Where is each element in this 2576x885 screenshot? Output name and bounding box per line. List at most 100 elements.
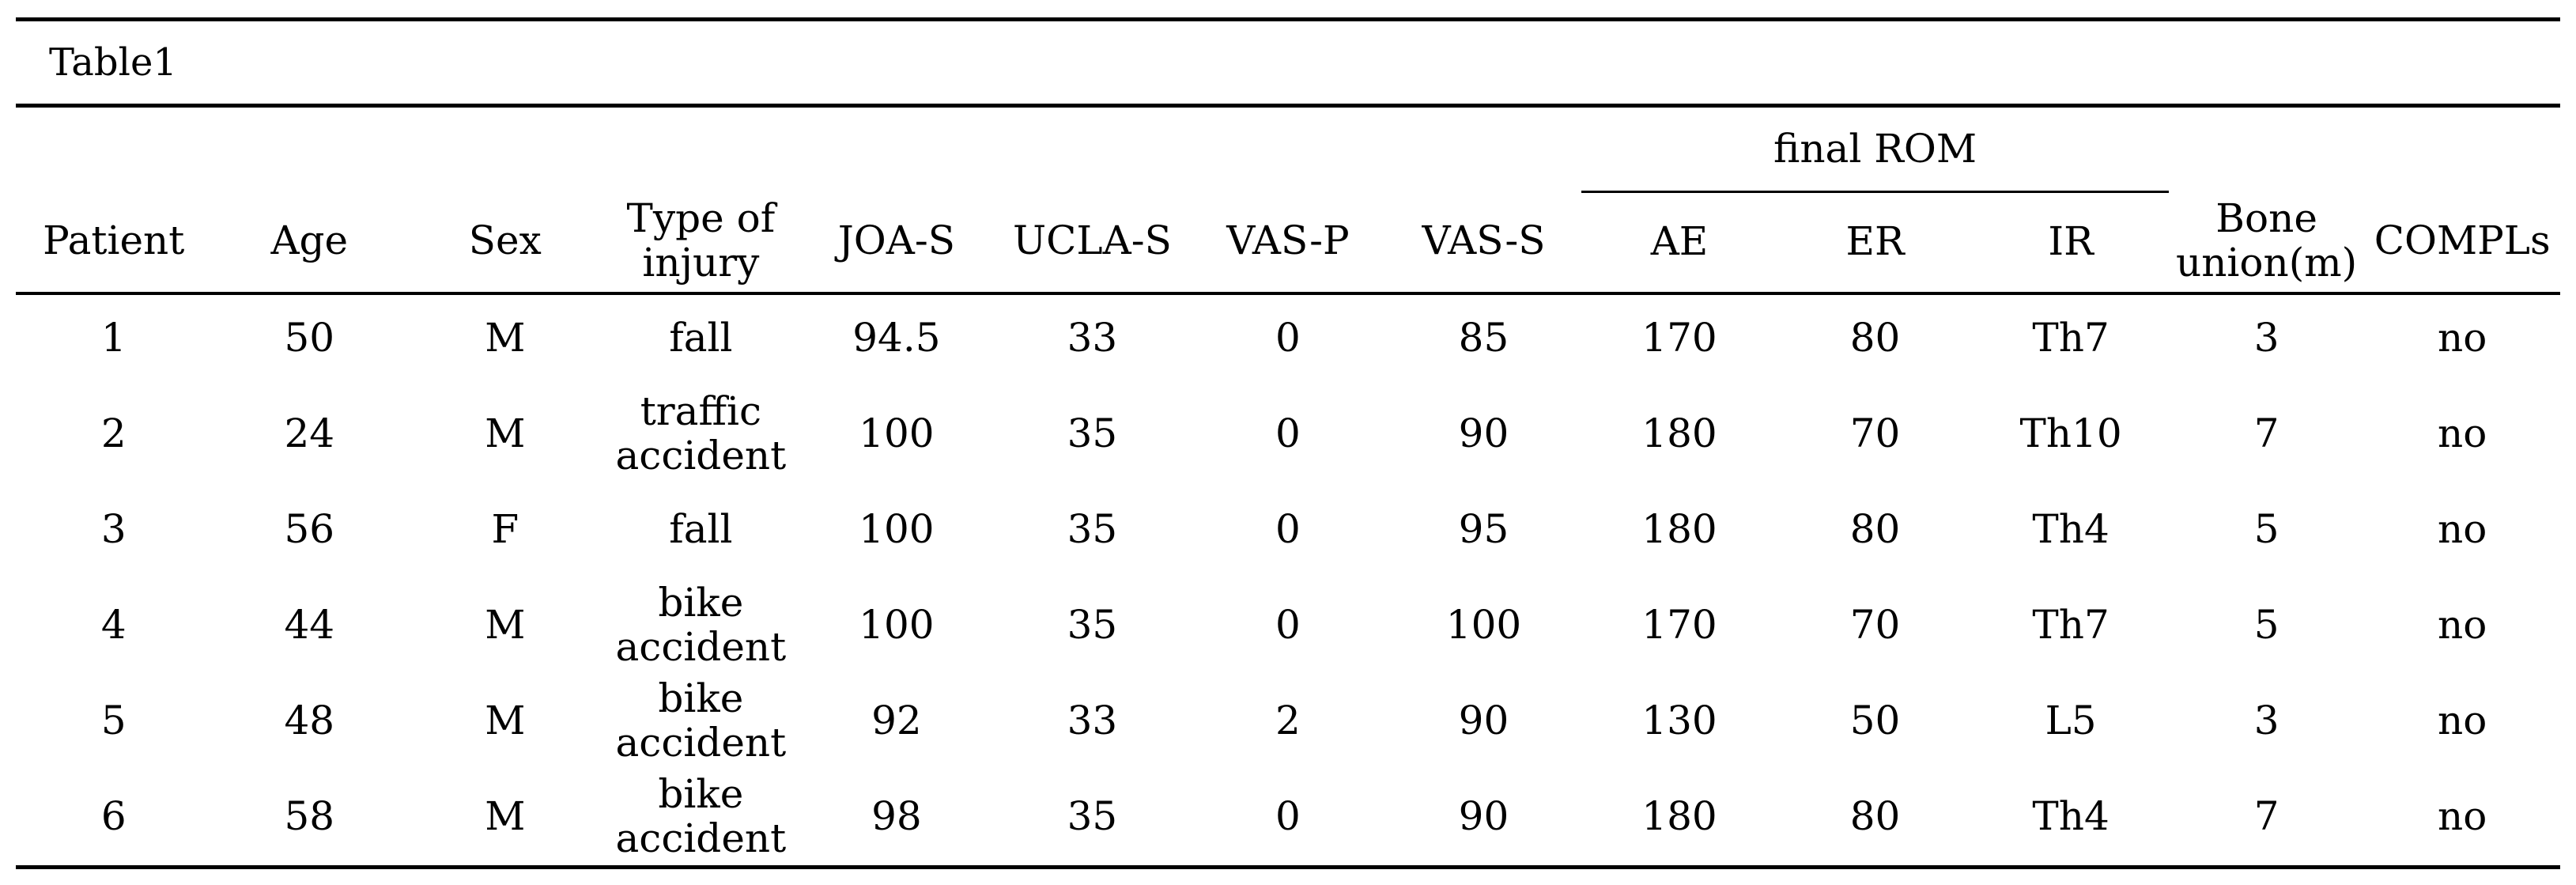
table-cell: 3 [2253, 314, 2279, 361]
table-cell: 80 [1849, 792, 1901, 839]
table-cell: M [485, 792, 526, 839]
table-cell: no [2438, 601, 2487, 648]
table-cell: 2 [100, 410, 127, 456]
header-spacer-left [16, 108, 1581, 191]
table-cell: 33 [1067, 314, 1118, 361]
column-header-vas-p: VAS-P [1226, 217, 1350, 263]
table-cell: 1 [100, 314, 127, 361]
table-cell: 70 [1849, 410, 1901, 456]
table-title: Table1 [49, 40, 177, 85]
header-spacer-right [2169, 108, 2560, 191]
table-cell: 130 [1641, 697, 1717, 743]
table-cell: 35 [1067, 601, 1118, 648]
table-cell: 170 [1641, 314, 1717, 361]
table-cell: Th10 [2019, 410, 2122, 456]
table-cell: 80 [1849, 505, 1901, 552]
table-cell: 180 [1641, 505, 1717, 552]
table-cell: 0 [1275, 505, 1301, 552]
table-cell: no [2438, 410, 2487, 456]
table-cell: 6 [100, 792, 127, 839]
table-cell: F [491, 505, 519, 552]
table-cell: 35 [1067, 792, 1118, 839]
table-cell: 5 [2253, 601, 2279, 648]
table-cell: no [2438, 314, 2487, 361]
table-cell: Th7 [2032, 314, 2110, 361]
table-cell: 33 [1067, 697, 1118, 743]
table-cell: fall [669, 505, 733, 552]
table-cell: 44 [284, 601, 335, 648]
table-header-rule [16, 292, 2560, 295]
table-cell: 95 [1458, 505, 1509, 552]
column-header-age: Age [270, 217, 349, 263]
table-cell: 50 [1849, 697, 1901, 743]
column-header-er: ER [1845, 217, 1905, 264]
table-cell: 56 [284, 505, 335, 552]
header-spanner-final-rom: final ROM [1581, 108, 2169, 193]
table-row: 4 44 M bike accident 100 35 0 100 170 70… [16, 577, 2560, 672]
table-cell: no [2438, 505, 2487, 552]
table-cell: 100 [1445, 601, 1522, 648]
table-row: 5 48 M bike accident 92 33 2 90 130 50 L… [16, 672, 2560, 768]
table-cell: 35 [1067, 410, 1118, 456]
table-cell: 7 [2253, 410, 2279, 456]
table-cell: L5 [2045, 697, 2097, 743]
patients-table: final ROM Patient Age Sex Type of injury… [16, 108, 2560, 864]
table-bottom-rule [16, 865, 2560, 869]
column-header-sex: Sex [468, 217, 542, 263]
column-header-ir: IR [2048, 217, 2094, 264]
table-cell: 92 [871, 697, 922, 743]
table-cell: fall [669, 314, 733, 361]
table-row: 6 58 M bike accident 98 35 0 90 180 80 T… [16, 768, 2560, 864]
table-cell: 2 [1275, 697, 1301, 743]
table-cell: M [485, 410, 526, 456]
table-cell: bike accident [615, 675, 787, 766]
table-cell: bike accident [615, 579, 787, 670]
table-cell: M [485, 697, 526, 743]
table-cell: 0 [1275, 792, 1301, 839]
table-cell: 180 [1641, 410, 1717, 456]
table-cell: 4 [100, 601, 127, 648]
table-cell: 3 [100, 505, 127, 552]
column-header-compls: COMPLs [2374, 217, 2551, 263]
table-cell: bike accident [615, 770, 787, 861]
table-cell: 5 [100, 697, 127, 743]
table-cell: traffic accident [615, 388, 787, 478]
table-cell: 7 [2253, 792, 2279, 839]
table-cell: Th7 [2032, 601, 2110, 648]
table-cell: 94.5 [852, 314, 941, 361]
table-top-rule [16, 17, 2560, 21]
column-header-vas-s: VAS-S [1422, 217, 1546, 263]
table-cell: 100 [859, 505, 935, 552]
column-header-type-of-injury: Type of injury [626, 195, 776, 286]
table-cell: 70 [1849, 601, 1901, 648]
table-cell: 58 [284, 792, 335, 839]
table-cell: 170 [1641, 601, 1717, 648]
table-cell: 5 [2253, 505, 2279, 552]
table-cell: 48 [284, 697, 335, 743]
table-cell: M [485, 601, 526, 648]
table-cell: 0 [1275, 314, 1301, 361]
table-header: final ROM Patient Age Sex Type of injury… [16, 108, 2560, 289]
header-spanner-row: final ROM [16, 108, 2560, 193]
table-cell: 90 [1458, 410, 1509, 456]
table-row: 1 50 M fall 94.5 33 0 85 170 80 Th7 3 no [16, 289, 2560, 385]
header-columns-row: Patient Age Sex Type of injury JOA-S UCL… [16, 191, 2560, 289]
table-cell: Th4 [2032, 792, 2110, 839]
table-cell: no [2438, 697, 2487, 743]
column-header-patient: Patient [43, 217, 185, 263]
table-cell: no [2438, 792, 2487, 839]
table-row: 3 56 F fall 100 35 0 95 180 80 Th4 5 no [16, 481, 2560, 577]
column-header-ae: AE [1650, 217, 1709, 264]
table-title-rule [16, 104, 2560, 108]
table-cell: 35 [1067, 505, 1118, 552]
table-cell: 90 [1458, 697, 1509, 743]
table-cell: 85 [1458, 314, 1509, 361]
table-cell: 3 [2253, 697, 2279, 743]
table-cell: Th4 [2032, 505, 2110, 552]
table-cell: 90 [1458, 792, 1509, 839]
table-cell: 98 [871, 792, 922, 839]
table-cell: 100 [859, 601, 935, 648]
table-cell: 180 [1641, 792, 1717, 839]
column-header-bone-union: Bone union(m) [2176, 195, 2358, 286]
